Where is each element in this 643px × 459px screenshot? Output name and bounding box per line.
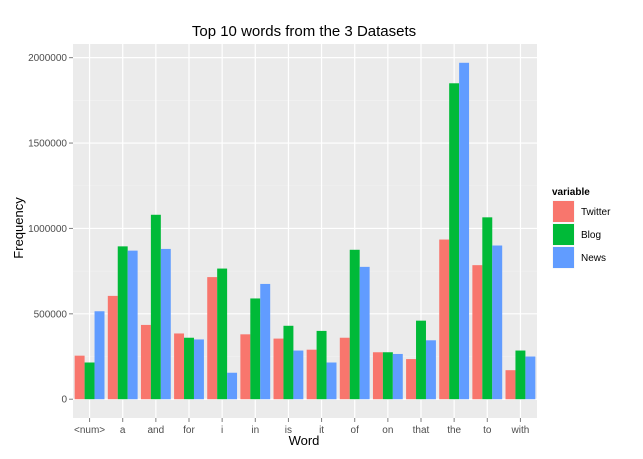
bar-twitter-to (472, 265, 483, 400)
bar-twitter-on (372, 352, 383, 400)
chart-title: Top 10 words from the 3 Datasets (192, 23, 416, 40)
bar-news-to (492, 245, 503, 400)
x-axis-title: Word (289, 433, 320, 448)
x-tick-label: <num> (74, 425, 105, 436)
bar-twitter-of (339, 337, 350, 400)
bar-news-is (293, 350, 304, 400)
bar-twitter-i (207, 277, 218, 400)
bar-news-and (160, 248, 171, 400)
bar-blog-is (283, 325, 294, 400)
bar-twitter-and (140, 324, 151, 400)
bar-blog-it (316, 330, 327, 400)
x-tick-label: to (483, 425, 492, 436)
bar-twitter-for (174, 333, 185, 400)
x-axis-ticks: <num> a and for i in is it of on that the to with (74, 418, 529, 436)
y-tick-label: 2000000 (28, 53, 67, 64)
x-tick-label: and (148, 425, 165, 436)
bar-news-that (425, 340, 436, 400)
bar-twitter-the (439, 239, 450, 400)
bar-news-of (359, 266, 370, 400)
bar-blog-of (349, 249, 360, 400)
bar-news-on (392, 353, 403, 400)
x-tick-label: in (251, 425, 259, 436)
bar-blog-in (250, 298, 261, 400)
y-tick-label: 500000 (34, 309, 68, 320)
bar-blog-the (449, 83, 460, 400)
legend-swatch-news (553, 247, 574, 268)
bar-blog-and (150, 214, 161, 400)
bar-twitter-is (273, 338, 284, 400)
legend-label-twitter: Twitter (581, 207, 611, 218)
bar-news-for (193, 339, 204, 400)
bar-blog-on (382, 352, 393, 400)
bar-twitter-it (306, 349, 317, 400)
y-tick-label: 0 (61, 395, 67, 406)
bar-twitter-a (107, 295, 118, 400)
x-tick-label: that (413, 425, 430, 436)
bar-news-i (227, 372, 238, 400)
x-tick-label: it (319, 425, 324, 436)
bar-news-it (326, 362, 337, 400)
bar-news-with (525, 356, 536, 400)
bar-news-the (459, 62, 470, 400)
x-tick-label: on (382, 425, 393, 436)
x-tick-label: a (120, 425, 126, 436)
y-tick-label: 1000000 (28, 224, 67, 235)
legend-swatch-twitter (553, 201, 574, 222)
legend-title: variable (552, 187, 590, 198)
bar-news-num (94, 311, 105, 400)
bar-twitter-with (505, 370, 516, 400)
bar-blog-a (117, 246, 128, 400)
bar-blog-num (84, 362, 95, 400)
x-tick-label: is (285, 425, 292, 436)
bar-blog-that (416, 320, 426, 400)
legend-label-news: News (581, 253, 606, 264)
bar-blog-with (515, 350, 526, 400)
y-axis-title: Frequency (11, 197, 26, 259)
x-tick-label: with (511, 425, 530, 436)
x-tick-label: i (221, 425, 223, 436)
legend-label-blog: Blog (581, 230, 601, 241)
legend-swatch-blog (553, 224, 574, 245)
y-axis-ticks: 0 500000 1000000 1500000 2000000 (28, 53, 73, 406)
legend: variable Twitter Blog News (551, 187, 611, 270)
y-tick-label: 1500000 (28, 139, 67, 150)
bar-news-in (260, 283, 271, 400)
bar-twitter-in (240, 334, 251, 400)
bar-twitter-that (406, 359, 417, 400)
bar-news-a (127, 250, 138, 400)
bar-blog-to (482, 217, 493, 400)
bar-twitter-num (74, 355, 85, 400)
bar-blog-i (217, 268, 228, 400)
bars (74, 62, 536, 400)
x-tick-label: of (351, 425, 360, 436)
x-tick-label: the (447, 425, 461, 436)
x-tick-label: for (183, 425, 195, 436)
bar-blog-for (184, 337, 194, 400)
